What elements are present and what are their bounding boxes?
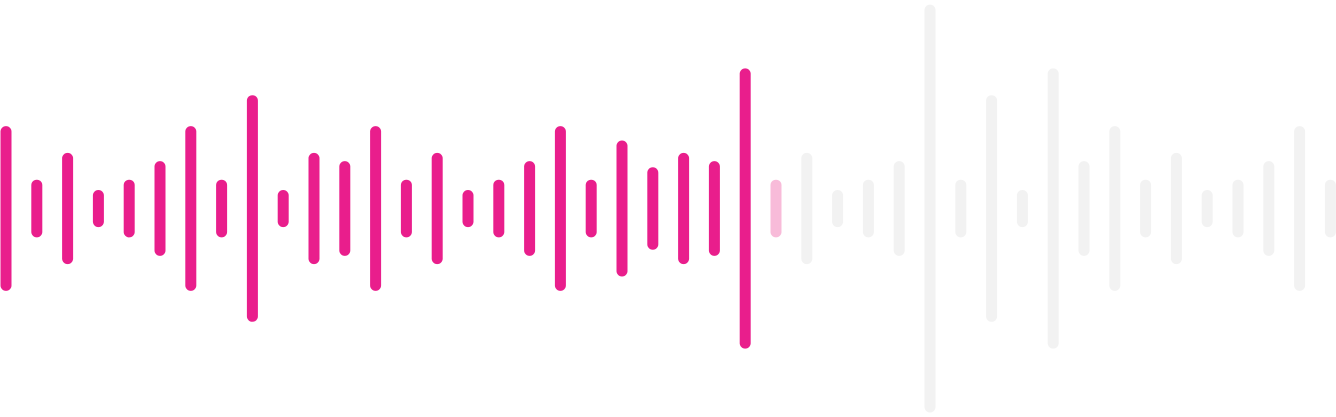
waveform-bar-played	[524, 161, 536, 256]
waveform-bar-played	[400, 179, 412, 238]
waveform-bar-unplayed	[1170, 152, 1182, 265]
waveform-bar-unplayed	[1201, 190, 1213, 228]
waveform-bar-played	[339, 161, 351, 256]
waveform-bar-played	[554, 126, 566, 291]
waveform-bar-played	[708, 161, 720, 256]
waveform-bar-unplayed	[924, 4, 936, 413]
waveform-bar-buffered	[770, 179, 782, 238]
waveform-bar-unplayed	[1263, 161, 1275, 256]
waveform-bar-unplayed	[832, 190, 844, 228]
waveform-bar-unplayed	[1016, 190, 1028, 228]
waveform-bar-played	[246, 95, 258, 322]
waveform-bar-played	[123, 179, 135, 238]
waveform-bar-unplayed	[1047, 68, 1059, 349]
waveform-bar-played	[493, 179, 505, 238]
waveform-bar-played	[216, 179, 228, 238]
waveform-bar-unplayed	[893, 161, 905, 256]
waveform-bar-unplayed	[1140, 179, 1152, 238]
waveform-bar-played	[647, 167, 659, 250]
waveform-bar-unplayed	[1109, 126, 1121, 291]
waveform-bar-played	[739, 68, 751, 349]
waveform-bar-played	[678, 152, 690, 265]
waveform-bars	[0, 4, 1336, 413]
waveform-bar-played	[154, 161, 166, 256]
waveform-bar-played	[92, 190, 104, 228]
waveform-bar-played	[585, 179, 597, 238]
waveform-bar-played	[0, 126, 12, 291]
waveform-bar-unplayed	[1232, 179, 1244, 238]
waveform-bar-unplayed	[986, 95, 998, 322]
waveform-bar-unplayed	[801, 152, 813, 265]
waveform-bar-played	[62, 152, 74, 265]
waveform-bar-unplayed	[955, 179, 967, 238]
waveform-bar-played	[308, 152, 320, 265]
waveform-bar-played	[31, 179, 43, 238]
waveform-bar-unplayed	[862, 179, 874, 238]
waveform-bar-played	[616, 140, 628, 277]
waveform-bar-unplayed	[1294, 126, 1306, 291]
waveform-bar-unplayed	[1078, 161, 1090, 256]
waveform-bar-played	[431, 152, 443, 265]
waveform-bar-played	[277, 190, 289, 228]
waveform-bar-played	[370, 126, 382, 291]
waveform-bar-played	[462, 190, 474, 228]
waveform-bar-unplayed	[1324, 179, 1336, 238]
waveform-bar-played	[185, 126, 197, 291]
